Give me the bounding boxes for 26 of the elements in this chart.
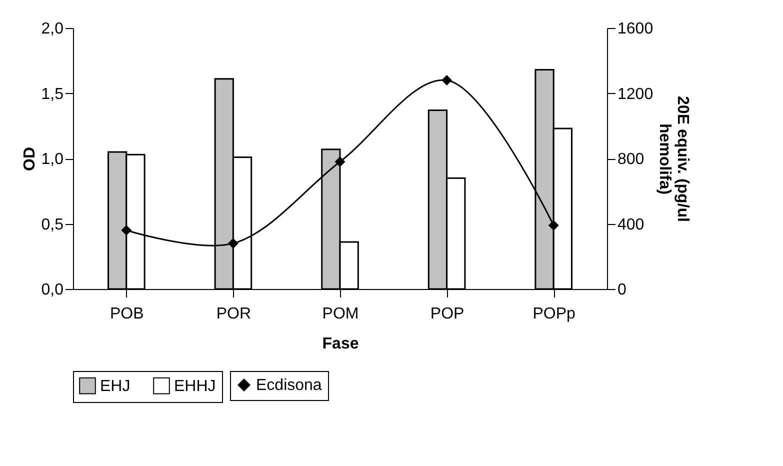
point [228,238,238,249]
y2-tick-label: 800 [618,151,644,168]
y2-tick-label: 1600 [618,20,654,38]
y-axis-title: OD [21,147,38,171]
y2-axis-title: 20E equiv. (pg/ul hemolifa) [656,96,692,222]
y2-tick-label: 1200 [618,86,654,103]
x-axis-title: Fase [322,336,359,352]
x-tick-label: POM [322,306,359,322]
y-tick-label: 1,0 [41,151,64,168]
x-tick-label: POP [430,306,464,322]
y-tick-label: 1,5 [41,86,64,103]
legend-label: Ecdisona [256,377,322,394]
x-tick-label: POR [216,306,252,322]
point [334,156,346,168]
y2-tick-label: 0 [618,282,626,298]
point [548,220,559,231]
legend-label: EHJ [100,378,130,395]
x-tick-label: POPp [532,306,576,322]
y-tick-label: 2,0 [41,20,64,38]
x-tick-label: POB [110,306,144,322]
point [442,74,452,86]
legend-label: EHHJ [174,378,216,395]
y2-tick-label: 400 [618,216,644,234]
y-tick-label: 0,5 [41,216,64,234]
y-tick-label: 0,0 [41,282,64,298]
point [121,225,132,236]
